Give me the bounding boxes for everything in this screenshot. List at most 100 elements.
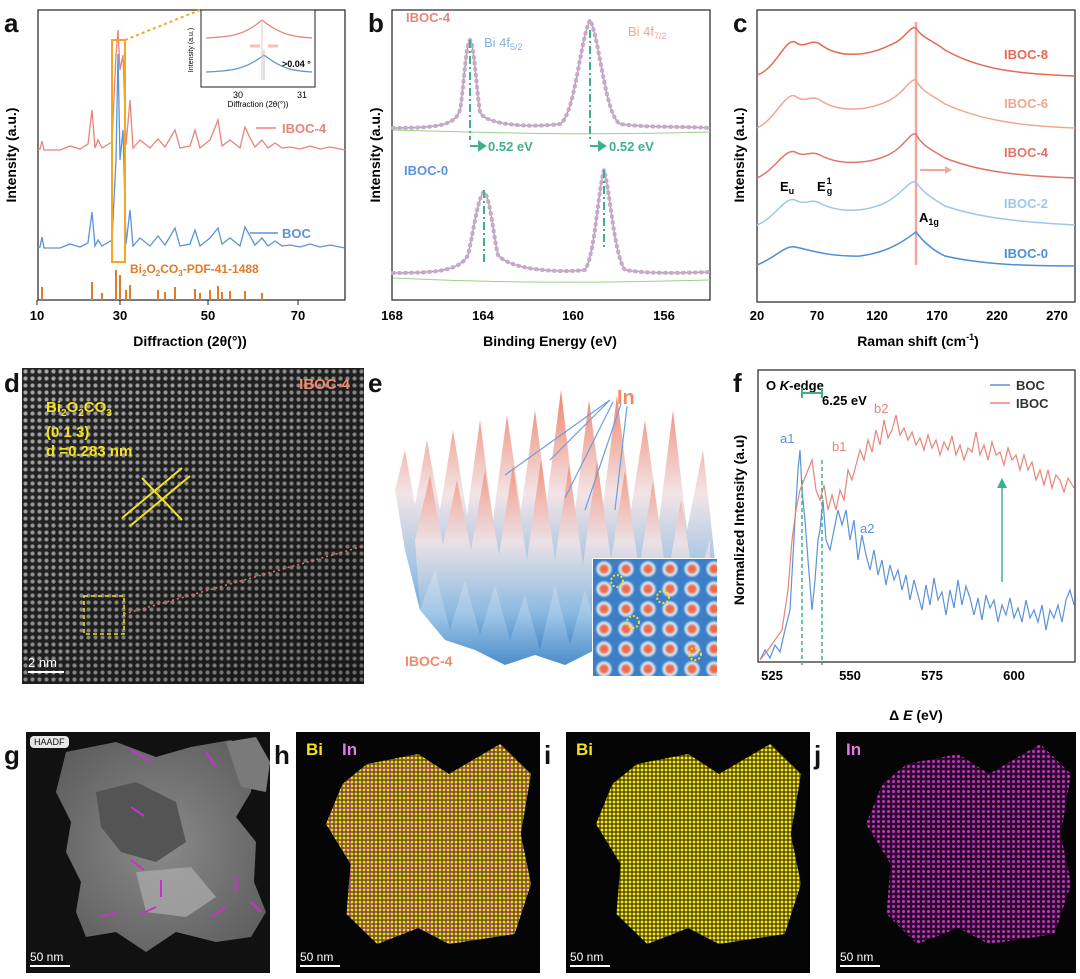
panel-a-inset: [200, 9, 316, 88]
panel-a-xlabel: Diffraction (2θ(°)): [133, 333, 247, 349]
panel-b-bottom-spectrum: [392, 167, 711, 274]
panel-c-spectrum-iboc8: [756, 26, 1076, 77]
panel-f-peak-b2: b2: [874, 401, 888, 416]
panel-h-scale: 50 nm: [300, 950, 334, 964]
panel-f-xtick: 600: [1003, 668, 1025, 683]
panel-label-a: a: [4, 8, 19, 38]
panel-label-j: j: [814, 740, 822, 770]
panel-d-dspacing: d =0.283 nm: [46, 443, 133, 460]
panel-b-xtick: 164: [472, 308, 494, 323]
panel-f-xtick: 575: [921, 668, 943, 683]
panel-f-ylabel: Normalized Intensity (a.u): [731, 435, 747, 605]
panel-a-xtick: 70: [291, 308, 305, 323]
panel-i-scalebar: [570, 965, 610, 967]
panel-c-spectrum-iboc6: [756, 79, 1076, 129]
panel-a-pdf-label: Bi2O2CO3-PDF-41-1488: [130, 262, 259, 278]
panel-f-peak-a1: a1: [780, 431, 794, 446]
panel-f-xas-chart: Normalized Intensity (a.u) Δ E (eV) 525 …: [731, 369, 1076, 723]
panel-j-scalebar: [840, 965, 880, 967]
panel-f-xlabel: Δ E (eV): [889, 707, 943, 723]
panel-c-xtick: 70: [810, 308, 824, 323]
panel-b-xlabel: Binding Energy (eV): [483, 333, 617, 349]
panel-a-xtick: 10: [30, 308, 44, 323]
panel-h-label-bi: Bi: [306, 740, 323, 759]
panel-f-iboc-spectrum: [759, 414, 1075, 661]
panel-j-scale: 50 nm: [840, 950, 874, 964]
panel-a-inset-xtick: 31: [297, 90, 307, 100]
panel-a-boc-pattern: [37, 53, 346, 249]
panel-a-xrd-chart: Intensity (a.u.) Diffraction (2θ(°)) 10 …: [3, 9, 346, 349]
panel-j-eds-in: In 50 nm: [836, 732, 1076, 973]
panel-e-surface-plot: In IBOC-4: [385, 370, 725, 682]
panel-label-d: d: [4, 368, 20, 398]
panel-c-spectrum-iboc4: [756, 133, 1076, 179]
panel-d-annotation: Bi2O2CO3 (0 1 3) d =0.283 nm: [46, 398, 132, 461]
panel-label-e: e: [368, 368, 383, 398]
panel-b-xtick: 160: [562, 308, 584, 323]
panel-f-legend-boc: BOC: [1016, 378, 1046, 393]
panel-f-peak-b1: b1: [832, 439, 846, 454]
panel-a-legend-boc: BOC: [282, 226, 312, 241]
panel-f-title: O K-edge: [766, 378, 824, 393]
panel-c-xtick: 220: [986, 308, 1008, 323]
panel-a-inset-xtick: 30: [233, 90, 243, 100]
panel-f-peak-a2: a2: [860, 521, 874, 536]
panel-b-ylabel: Intensity (a.u.): [367, 108, 383, 203]
panel-label-f: f: [733, 368, 742, 398]
panel-b-xps-chart: Intensity (a.u.) Binding Energy (eV) 168…: [367, 9, 712, 349]
panel-d-plane: (0 1 3): [46, 424, 90, 441]
panel-c-label-iboc6: IBOC-6: [1004, 96, 1048, 111]
panel-j-label-in: In: [846, 740, 862, 759]
panel-a-xtick: 30: [113, 308, 127, 323]
panel-i-label-bi: Bi: [576, 740, 593, 759]
panel-b-top-sample: IBOC-4: [406, 10, 451, 25]
panel-a-inset-shift: >0.04 °: [282, 59, 311, 69]
panel-c-xtick: 170: [926, 308, 948, 323]
panel-h-eds-overlay: Bi In 50 nm: [296, 732, 540, 973]
panel-c-xlabel: Raman shift (cm-1): [857, 332, 979, 349]
panel-c-mode-eg: E1 g: [817, 176, 832, 196]
panel-c-mode-a1g: A1g: [919, 210, 939, 227]
panel-d-scalebar: [28, 671, 64, 673]
panel-f-xtick: 525: [761, 668, 783, 683]
panel-c-label-iboc8: IBOC-8: [1004, 47, 1048, 62]
panel-c-xtick: 120: [866, 308, 888, 323]
panel-label-i: i: [544, 740, 552, 770]
panel-c-spectrum-iboc0: [756, 230, 1076, 267]
panel-a-iboc-pattern: [37, 29, 346, 151]
panel-c-raman-chart: Intensity (a.u.) Raman shift (cm-1) 20 7…: [731, 9, 1076, 349]
panel-c-xtick: 270: [1046, 308, 1068, 323]
panel-e-element: In: [617, 387, 635, 409]
panel-f-legend-iboc: IBOC: [1016, 396, 1049, 411]
panel-i-eds-bi: Bi 50 nm: [566, 732, 810, 973]
panel-c-label-iboc2: IBOC-2: [1004, 196, 1048, 211]
panel-a-frame: [37, 9, 346, 301]
panel-h-label-in: In: [342, 740, 358, 759]
panel-g-scale: 50 nm: [30, 950, 64, 964]
panel-b-shift-2: 0.52 eV: [609, 139, 654, 154]
panel-a-pdf-sticks: [41, 270, 263, 300]
panel-f-gap: 6.25 eV: [822, 393, 867, 408]
panel-b-peak1-label: Bi 4f5/2: [484, 35, 523, 52]
panel-c-label-iboc0: IBOC-0: [1004, 246, 1048, 261]
panel-b-shift-1: 0.52 eV: [488, 139, 533, 154]
panel-i-scale: 50 nm: [570, 950, 604, 964]
panel-c-spectrum-iboc2: [756, 181, 1076, 226]
panel-a-xtick: 50: [201, 308, 215, 323]
panel-b-bottom-sample: IBOC-0: [404, 163, 448, 178]
panel-g-badge: HAADF: [30, 736, 69, 748]
panel-a-legend-iboc: IBOC-4: [282, 121, 327, 136]
panel-label-b: b: [368, 8, 384, 38]
panel-f-boc-spectrum: [759, 449, 1075, 661]
panel-b-xtick: 156: [653, 308, 675, 323]
panel-g-scalebar: [30, 965, 70, 967]
panel-c-xtick: 20: [750, 308, 764, 323]
panel-c-label-iboc4: IBOC-4: [1004, 145, 1049, 160]
panel-c-mode-eu: Eu: [780, 179, 794, 196]
panel-a-zoom-line: [124, 9, 201, 41]
panel-d-sample: IBOC-4: [299, 376, 350, 393]
panel-a-inset-ylabel: Intensity (a.u.): [188, 28, 195, 72]
panel-f-xtick: 550: [839, 668, 861, 683]
panel-b-peak2-label: Bi 4f7/2: [628, 24, 667, 41]
panel-d-scale: 2 nm: [28, 655, 57, 670]
